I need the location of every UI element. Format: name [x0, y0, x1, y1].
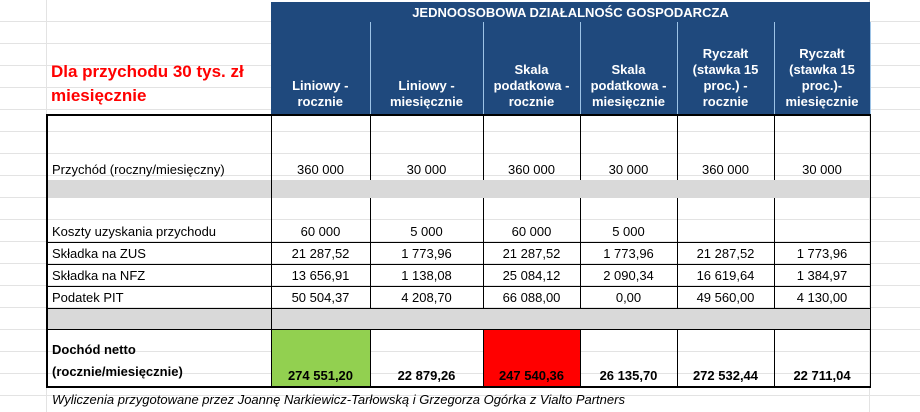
cell: 21 287,52: [483, 242, 581, 265]
cell: 22 711,04: [774, 329, 871, 388]
column-header: Skala podatkowa - miesięcznie: [580, 22, 678, 115]
cell: 60 000: [483, 198, 581, 243]
table-row: Składka na ZUS 21 287,52 1 773,96 21 287…: [46, 242, 871, 265]
tax-comparison-table: JEDNOOSOBOWA DZIAŁALNOŚC GOSPODARCZA Dla…: [46, 2, 871, 388]
row-label: Podatek PIT: [46, 286, 272, 309]
cell: 5 000: [580, 198, 678, 243]
cell: 4 130,00: [774, 286, 871, 309]
table-row: Podatek PIT 50 504,37 4 208,70 66 088,00…: [46, 286, 871, 309]
cell: [677, 198, 775, 243]
cell: 272 532,44: [677, 329, 775, 388]
page-title: Dla przychodu 30 tys. zł miesięcznie: [51, 62, 244, 105]
cell: 30 000: [580, 114, 678, 180]
footnote: Wyliczenia przygotowane przez Joannę Nar…: [52, 392, 625, 407]
cell: 1 773,96: [580, 242, 678, 265]
net-income-row: Dochód netto (rocznie/miesięcznie) 274 55…: [46, 329, 871, 388]
cell: 1 138,08: [370, 264, 484, 287]
column-header: Liniowy - miesięcznie: [370, 22, 484, 115]
cell: 66 088,00: [483, 286, 581, 309]
group-header: JEDNOOSOBOWA DZIAŁALNOŚC GOSPODARCZA: [271, 2, 870, 22]
cell: 16 619,64: [677, 264, 775, 287]
cell: 13 656,91: [271, 264, 371, 287]
column-header: Ryczałt (stawka 15 proc.)- miesięcznie: [774, 22, 871, 115]
cell: 360 000: [271, 114, 371, 180]
cell: 360 000: [483, 114, 581, 180]
column-header: Liniowy - rocznie: [271, 22, 371, 115]
cell: 21 287,52: [677, 242, 775, 265]
cell: [774, 198, 871, 243]
cell: 0,00: [580, 286, 678, 309]
cell: 30 000: [370, 114, 484, 180]
cell: 26 135,70: [580, 329, 678, 388]
cell: 1 773,96: [774, 242, 871, 265]
cell: 30 000: [774, 114, 871, 180]
cell: 1 773,96: [370, 242, 484, 265]
cell: 21 287,52: [271, 242, 371, 265]
column-header: Skala podatkowa - rocznie: [483, 22, 581, 115]
spacer-row: [46, 308, 871, 330]
row-label: Dochód netto (rocznie/miesięcznie): [46, 329, 272, 388]
column-header: Ryczałt (stawka 15 proc.) - rocznie: [677, 22, 775, 115]
table-row: Przychód (roczny/miesięczny) 360 000 30 …: [46, 114, 871, 180]
spacer-row: [46, 180, 871, 198]
cell: 4 208,70: [370, 286, 484, 309]
cell: 22 879,26: [370, 329, 484, 388]
row-label: Koszty uzyskania przychodu: [46, 198, 272, 243]
table-row: Składka na NFZ 13 656,91 1 138,08 25 084…: [46, 264, 871, 287]
row-label: Składka na ZUS: [46, 242, 272, 265]
row-label: Przychód (roczny/miesięczny): [46, 114, 272, 180]
cell: 49 560,00: [677, 286, 775, 309]
table-row: Koszty uzyskania przychodu 60 000 5 000 …: [46, 198, 871, 243]
cell: 25 084,12: [483, 264, 581, 287]
cell: 360 000: [677, 114, 775, 180]
cell-worst: 247 540,36: [483, 329, 581, 388]
cell: 2 090,34: [580, 264, 678, 287]
cell: 50 504,37: [271, 286, 371, 309]
cell: 5 000: [370, 198, 484, 243]
cell-best: 274 551,20: [271, 329, 371, 388]
cell: 60 000: [271, 198, 371, 243]
cell: 1 384,97: [774, 264, 871, 287]
row-label: Składka na NFZ: [46, 264, 272, 287]
